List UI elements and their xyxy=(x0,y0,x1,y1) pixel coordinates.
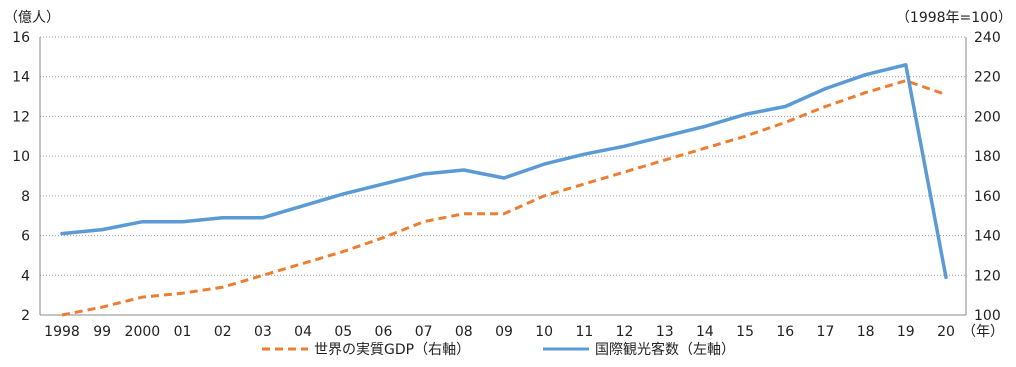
data-point-series-1 xyxy=(825,106,826,107)
data-point-series-2 xyxy=(865,74,866,75)
x-tick-label: 20 xyxy=(937,324,955,340)
x-tick-label: 18 xyxy=(857,324,875,340)
data-point-series-2 xyxy=(745,114,746,115)
right-tick-label: 160 xyxy=(974,189,1001,205)
data-point-series-2 xyxy=(785,106,786,107)
data-point-series-2 xyxy=(303,205,304,206)
data-point-series-1 xyxy=(463,213,464,214)
x-tick-label: 14 xyxy=(696,324,714,340)
x-tick-label: 02 xyxy=(214,324,232,340)
x-tick-label: 19 xyxy=(897,324,915,340)
data-point-series-2 xyxy=(946,277,947,278)
x-tick-label: 06 xyxy=(375,324,393,340)
data-point-series-2 xyxy=(624,146,625,147)
data-point-series-1 xyxy=(262,275,263,276)
data-point-series-1 xyxy=(584,183,585,184)
data-point-series-2 xyxy=(504,177,505,178)
data-point-series-2 xyxy=(584,154,585,155)
right-tick-label: 140 xyxy=(974,229,1001,245)
data-point-series-1 xyxy=(745,136,746,137)
data-point-series-1 xyxy=(423,221,424,222)
series-line-1 xyxy=(61,79,947,317)
x-tick-label: 05 xyxy=(334,324,352,340)
data-point-series-2 xyxy=(102,229,103,230)
data-point-series-2 xyxy=(262,217,263,218)
data-point-series-1 xyxy=(946,94,947,95)
x-tick-label: 99 xyxy=(93,324,111,340)
data-point-series-1 xyxy=(624,172,625,173)
left-tick-label: 10 xyxy=(12,149,30,165)
left-tick-label: 8 xyxy=(21,189,30,205)
left-axis-unit: （億人） xyxy=(4,10,60,26)
x-tick-label: 07 xyxy=(415,324,433,340)
x-tick-label: 17 xyxy=(817,324,835,340)
data-point-series-2 xyxy=(343,193,344,194)
x-tick-label: 01 xyxy=(174,324,192,340)
data-point-series-1 xyxy=(182,293,183,294)
legend-label-2: 国際観光客数（左軸） xyxy=(595,341,735,358)
x-tick-label: 12 xyxy=(616,324,634,340)
data-point-series-2 xyxy=(222,217,223,218)
right-tick-label: 180 xyxy=(974,149,1001,165)
data-point-series-1 xyxy=(383,237,384,238)
data-point-series-1 xyxy=(102,307,103,308)
data-point-series-2 xyxy=(142,221,143,222)
data-point-series-1 xyxy=(905,80,906,81)
data-point-series-2 xyxy=(825,88,826,89)
data-point-series-1 xyxy=(142,297,143,298)
data-point-series-1 xyxy=(664,160,665,161)
data-point-series-2 xyxy=(704,126,705,127)
data-point-series-1 xyxy=(303,263,304,264)
data-point-series-1 xyxy=(865,92,866,93)
data-point-series-2 xyxy=(664,136,665,137)
right-tick-label: 220 xyxy=(974,70,1001,86)
left-tick-label: 12 xyxy=(12,109,30,125)
x-tick-label: 11 xyxy=(575,324,593,340)
x-tick-label: 03 xyxy=(254,324,272,340)
data-point-series-1 xyxy=(62,315,63,316)
x-axis-unit: （年） xyxy=(962,324,1004,340)
left-tick-label: 4 xyxy=(21,268,30,284)
series-line-2 xyxy=(60,63,948,280)
data-point-series-2 xyxy=(463,170,464,171)
right-tick-label: 240 xyxy=(974,30,1001,46)
x-tick-label: 08 xyxy=(455,324,473,340)
data-point-series-1 xyxy=(343,251,344,252)
x-tick-label: 10 xyxy=(535,324,553,340)
x-tick-label: 2000 xyxy=(125,324,161,340)
right-tick-label: 120 xyxy=(974,268,1001,284)
x-tick-label: 13 xyxy=(656,324,674,340)
data-point-series-2 xyxy=(905,64,906,65)
data-point-series-2 xyxy=(544,164,545,165)
legend-label-1: 世界の実質GDP（右軸） xyxy=(314,342,470,358)
data-point-series-2 xyxy=(383,183,384,184)
data-point-series-2 xyxy=(182,221,183,222)
data-point-series-1 xyxy=(704,148,705,149)
data-point-series-2 xyxy=(423,174,424,175)
data-point-series-1 xyxy=(785,122,786,123)
data-point-series-2 xyxy=(62,233,63,234)
data-point-series-1 xyxy=(544,195,545,196)
x-tick-label: 04 xyxy=(294,324,312,340)
data-point-series-1 xyxy=(504,213,505,214)
left-tick-label: 2 xyxy=(21,308,30,324)
right-tick-label: 100 xyxy=(974,308,1001,324)
left-tick-label: 6 xyxy=(21,229,30,245)
right-axis-unit: （1998年=100） xyxy=(896,10,1012,26)
right-tick-label: 200 xyxy=(974,109,1001,125)
x-tick-label: 1998 xyxy=(44,324,80,340)
left-tick-label: 16 xyxy=(12,30,30,46)
x-tick-label: 16 xyxy=(776,324,794,340)
left-tick-label: 14 xyxy=(12,70,30,86)
data-point-series-1 xyxy=(222,287,223,288)
x-tick-label: 15 xyxy=(736,324,754,340)
x-tick-label: 09 xyxy=(495,324,513,340)
